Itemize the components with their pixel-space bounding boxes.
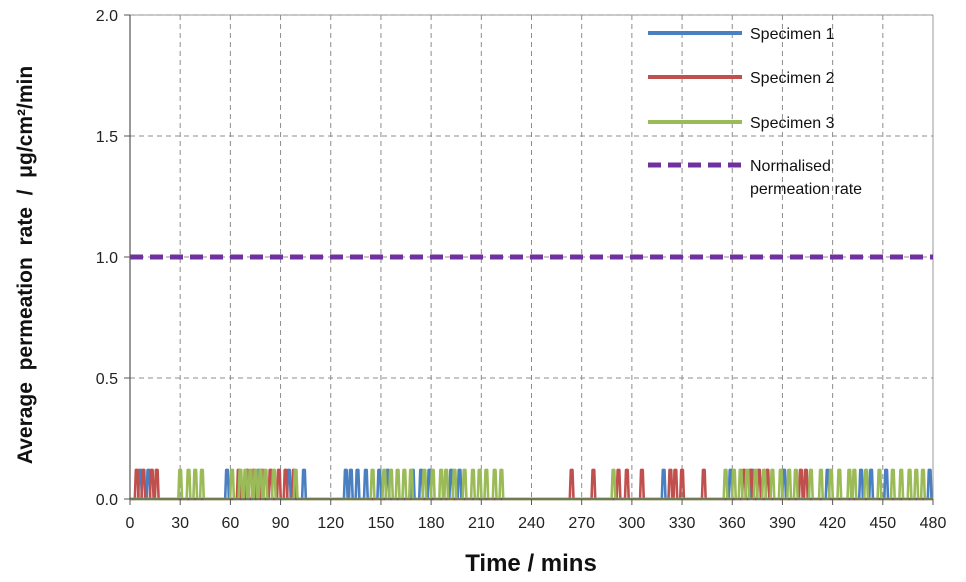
x-tick-label: 180 — [418, 515, 445, 532]
tick-labels: 0 30 60 90 120 150 180 210 240 270 300 330 360 390 420… — [96, 8, 947, 532]
x-tick-label: 270 — [568, 515, 595, 532]
y-tick-label: 2.0 — [96, 8, 118, 25]
legend-label-normalised-permeation-rate: permeation rate — [750, 181, 862, 198]
x-tick-label: 480 — [920, 515, 947, 532]
x-tick-label: 120 — [317, 515, 344, 532]
y-tick-label: 0.0 — [96, 492, 118, 509]
x-tick-label: 300 — [619, 515, 646, 532]
x-axis-title: Time / mins — [465, 550, 597, 577]
series-line-specimen-2 — [130, 468, 933, 501]
axes — [124, 14, 934, 505]
legend-label-specimen-3: Specimen 3 — [750, 115, 835, 132]
x-tick-label: 60 — [221, 515, 239, 532]
legend-label-specimen-1: Specimen 1 — [750, 26, 835, 43]
y-tick-label: 1.0 — [96, 250, 118, 267]
x-tick-label: 240 — [518, 515, 545, 532]
x-tick-label: 330 — [669, 515, 696, 532]
x-tick-label: 150 — [368, 515, 395, 532]
legend: Specimen 1 Specimen 2 Specimen 3 Normalised… — [648, 26, 862, 198]
x-tick-label: 0 — [126, 515, 135, 532]
y-tick-label: 1.5 — [96, 129, 118, 146]
x-tick-label: 390 — [769, 515, 796, 532]
x-tick-label: 90 — [272, 515, 290, 532]
x-tick-label: 30 — [171, 515, 189, 532]
x-tick-label: 450 — [869, 515, 896, 532]
y-axis-title: Average permeation rate / μg/cm²/min — [14, 66, 37, 464]
y-tick-label: 0.5 — [96, 371, 118, 388]
legend-label-normalised-permeation-rate: Normalised — [750, 158, 831, 175]
x-tick-label: 360 — [719, 515, 746, 532]
legend-label-specimen-2: Specimen 2 — [750, 70, 835, 87]
x-tick-label: 420 — [819, 515, 846, 532]
x-tick-label: 210 — [468, 515, 495, 532]
